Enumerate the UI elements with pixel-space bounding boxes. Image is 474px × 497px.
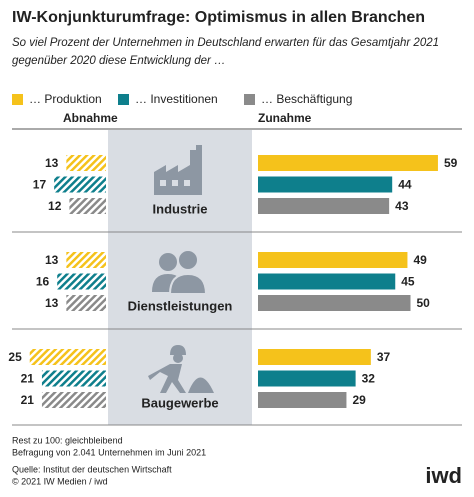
decrease-label: 13 <box>45 156 59 170</box>
increase-label: 43 <box>395 199 409 213</box>
decrease-bar <box>41 370 107 387</box>
decrease-label: 21 <box>21 393 35 407</box>
decrease-label: 13 <box>45 253 59 267</box>
construction-icon <box>148 345 214 393</box>
decrease-bar <box>66 155 106 171</box>
left-header: Abnahme <box>63 111 118 125</box>
people-icon <box>152 249 208 295</box>
increase-label: 32 <box>362 372 376 386</box>
subtitle: So viel Prozent der Unternehmen in Deuts… <box>12 37 439 49</box>
note: Befragung von 2.041 Unternehmen im Juni … <box>12 447 206 457</box>
increase-label: 45 <box>401 275 415 289</box>
legend-swatch <box>118 94 129 105</box>
chart-title: IW-Konjunkturumfrage: Optimismus in alle… <box>12 9 425 26</box>
increase-label: 44 <box>398 178 412 192</box>
decrease-label: 25 <box>8 350 22 364</box>
increase-bar <box>258 198 390 214</box>
category-label: Dienstleistungen <box>128 298 233 313</box>
category-label: Baugewerbe <box>141 395 218 410</box>
increase-label: 50 <box>417 296 431 310</box>
increase-label: 29 <box>352 393 366 407</box>
increase-bar <box>258 349 371 365</box>
decrease-label: 21 <box>21 372 35 386</box>
right-header: Zunahme <box>258 111 312 125</box>
decrease-label: 17 <box>33 178 47 192</box>
decrease-bar <box>66 295 106 311</box>
increase-label: 59 <box>444 156 458 170</box>
subtitle: gegenüber 2020 diese Entwicklung der … <box>12 55 226 67</box>
increase-bar <box>258 273 396 290</box>
logo: iwd <box>425 463 462 488</box>
increase-label: 49 <box>413 253 427 267</box>
increase-bar <box>258 295 411 311</box>
source: Quelle: Institut der deutschen Wirtschaf… <box>12 464 172 474</box>
decrease-bar <box>29 349 106 365</box>
legend-swatch <box>244 94 255 105</box>
increase-bar <box>258 155 438 171</box>
legend-label: … Investitionen <box>135 92 218 106</box>
increase-bar <box>258 252 408 268</box>
source: © 2021 IW Medien / iwd <box>12 476 108 486</box>
legend-label: … Beschäftigung <box>261 92 352 106</box>
legend-swatch <box>12 94 23 105</box>
category-label: Industrie <box>153 201 208 216</box>
decrease-bar <box>69 198 106 214</box>
decrease-bar <box>66 252 106 268</box>
decrease-bar <box>57 273 106 290</box>
decrease-label: 13 <box>45 296 59 310</box>
decrease-bar <box>41 392 107 408</box>
decrease-label: 12 <box>48 199 62 213</box>
legend-label: … Produktion <box>29 92 102 106</box>
increase-label: 37 <box>377 350 391 364</box>
increase-bar <box>258 176 393 193</box>
increase-bar <box>258 370 356 387</box>
decrease-bar <box>54 176 106 193</box>
decrease-label: 16 <box>36 275 50 289</box>
factory-icon <box>154 145 202 195</box>
note: Rest zu 100: gleichbleibend <box>12 435 123 445</box>
increase-bar <box>258 392 347 408</box>
